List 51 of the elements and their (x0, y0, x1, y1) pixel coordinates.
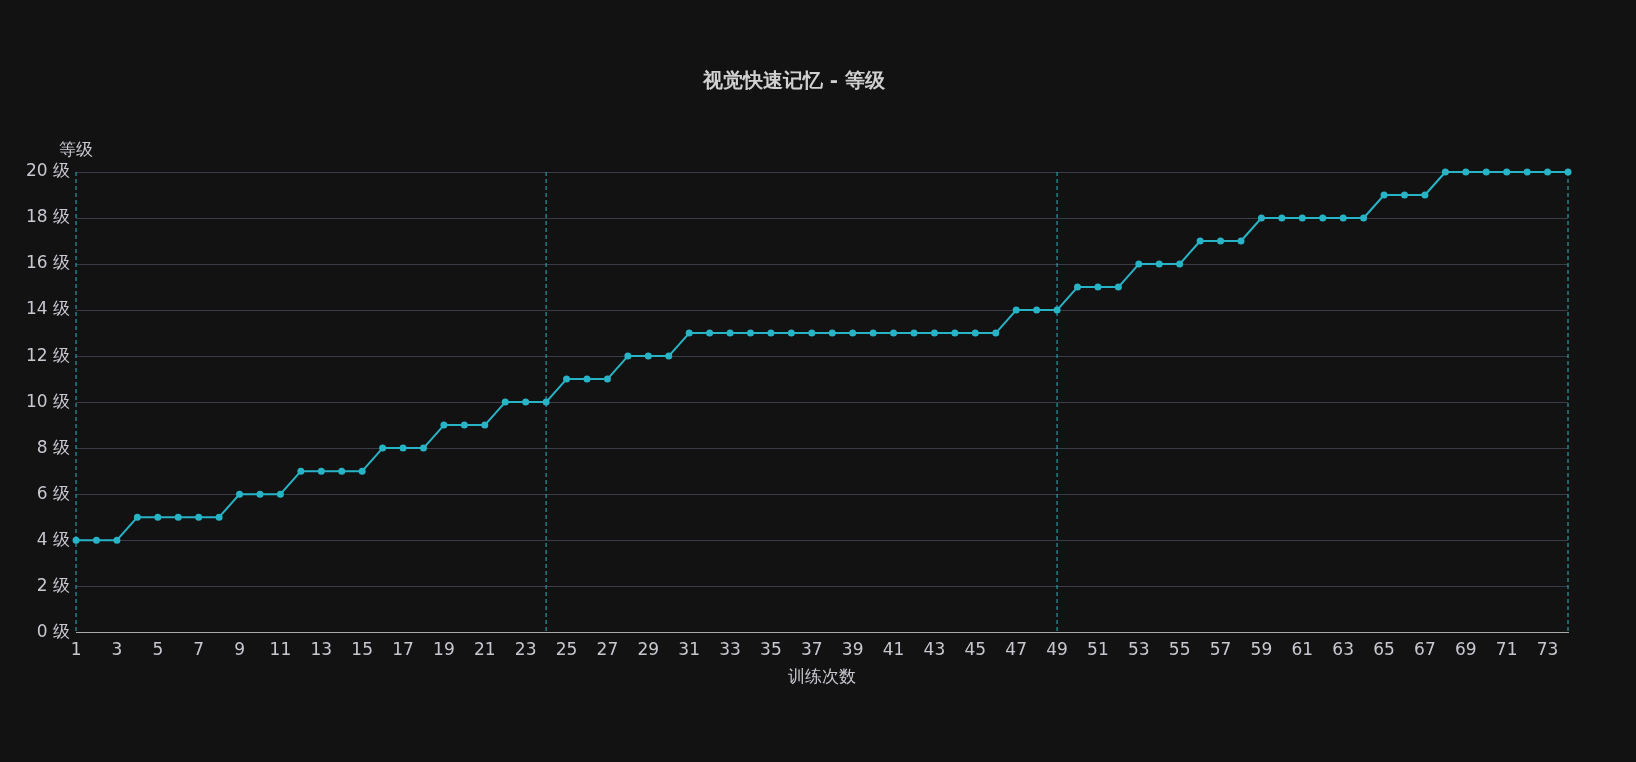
x-tick-label: 33 (719, 638, 741, 659)
x-tick-label: 31 (678, 638, 700, 659)
x-tick-label: 37 (800, 638, 823, 659)
x-tick-label: 53 (1127, 638, 1150, 659)
x-tick-label: 73 (1536, 638, 1559, 659)
x-tick-label: 35 (760, 638, 782, 659)
x-tick-label: 9 (234, 638, 245, 659)
x-tick-label: 5 (152, 638, 164, 659)
x-tick-label: 41 (882, 638, 905, 659)
y-tick-label: 4 级 (36, 528, 71, 549)
x-tick-label: 55 (1168, 638, 1191, 659)
x-tick-label: 51 (1087, 638, 1109, 659)
x-tick-label: 57 (1209, 638, 1232, 659)
x-tick-label: 11 (269, 638, 292, 659)
x-tick-label: 21 (473, 638, 496, 659)
x-tick-label: 17 (392, 638, 414, 659)
y-tick-label: 0 级 (36, 620, 71, 641)
x-tick-label: 71 (1495, 638, 1518, 659)
y-tick-label: 14 级 (25, 298, 71, 319)
x-tick-label: 49 (1046, 638, 1068, 659)
x-tick-label: 45 (964, 638, 987, 659)
x-tick-label: 3 (111, 638, 123, 659)
x-tick-label: 23 (514, 638, 537, 659)
x-tick-label: 47 (1005, 638, 1027, 659)
x-tick-label: 29 (637, 638, 660, 659)
x-tick-label: 1 (70, 638, 82, 659)
y-tick-label: 16 级 (25, 252, 71, 273)
y-tick-label: 10 级 (25, 390, 71, 411)
x-axis-title: 训练次数 (788, 666, 857, 687)
x-tick-label: 65 (1373, 638, 1395, 659)
x-tick-label: 19 (433, 638, 455, 659)
x-tick-label: 15 (351, 638, 373, 659)
y-tick-label: 2 级 (36, 574, 71, 595)
x-tick-label: 7 (193, 638, 205, 659)
x-tick-label: 25 (555, 638, 578, 659)
y-axis-title: 等级 (59, 139, 94, 159)
y-tick-label: 8 级 (36, 436, 71, 457)
y-tick-label: 18 级 (25, 206, 71, 227)
y-tick-label: 6 级 (36, 482, 71, 503)
chart-title: 视觉快速记忆 - 等级 (701, 68, 887, 93)
x-tick-label: 67 (1414, 638, 1436, 659)
y-tick-label: 20 级 (25, 160, 71, 181)
x-tick-label: 63 (1332, 638, 1354, 659)
y-tick-label: 12 级 (25, 344, 71, 365)
x-tick-label: 27 (596, 638, 619, 659)
x-tick-label: 39 (841, 638, 864, 659)
x-tick-label: 13 (310, 638, 333, 659)
x-tick-label: 61 (1291, 638, 1314, 659)
x-tick-label: 43 (923, 638, 946, 659)
x-tick-label: 59 (1250, 638, 1273, 659)
x-tick-label: 69 (1454, 638, 1477, 659)
